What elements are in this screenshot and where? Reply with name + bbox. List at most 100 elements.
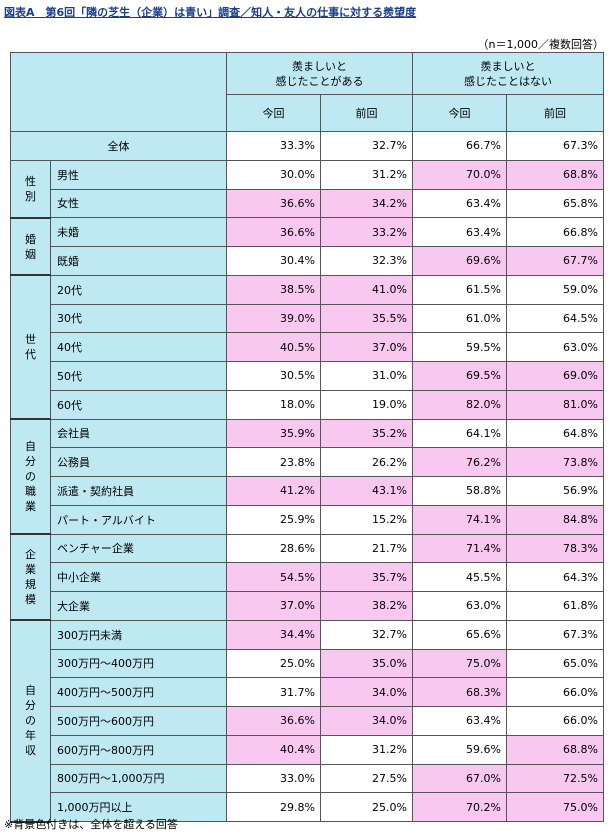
value-cell: 31.2% <box>320 159 413 190</box>
value-cell: 69.0% <box>506 361 604 391</box>
value-cell: 78.3% <box>506 533 604 564</box>
table-row: 40代 40.5% 37.0% 59.5% 63.0% <box>11 332 604 362</box>
table-row: 400万円～500万円 31.7% 34.0% 68.3% 66.0% <box>11 677 604 707</box>
table-row: 800万円～1,000万円 33.0% 27.5% 67.0% 72.5% <box>11 763 604 794</box>
category-label: 企 業 規 模 <box>10 533 51 622</box>
value-cell: 75.0% <box>412 648 507 679</box>
value-cell: 18.0% <box>226 389 321 420</box>
value-cell: 65.8% <box>506 188 604 219</box>
table-row: 企 業 規 模ベンチャー企業 28.6% 21.7% 71.4% 78.3% <box>10 533 604 622</box>
value-cell: 34.4% <box>226 619 321 650</box>
value-cell: 66.8% <box>506 217 604 247</box>
table-row: 50代 30.5% 31.0% 69.5% 69.0% <box>11 361 604 391</box>
value-cell: 63.0% <box>506 332 604 362</box>
value-cell: 67.3% <box>506 619 604 650</box>
category-label: 自 分 の 職 業 <box>10 418 51 535</box>
header-previous-2: 前回 <box>506 94 604 132</box>
value-cell: 76.2% <box>412 447 507 477</box>
row-label: 20代 <box>50 274 227 305</box>
value-cell: 45.5% <box>412 562 507 592</box>
value-cell: 30.4% <box>226 246 321 276</box>
header-corner <box>10 52 227 132</box>
value-cell: 26.2% <box>320 447 413 477</box>
table-title: 図表A 第6回「隣の芝生（企業）は青い」調査／知人・友人の仕事に対する羨望度 <box>4 6 417 19</box>
value-cell: 61.5% <box>412 274 507 305</box>
value-cell: 35.7% <box>320 562 413 592</box>
row-label: 800万円～1,000万円 <box>50 763 227 794</box>
value-cell: 81.0% <box>506 389 604 420</box>
value-cell: 64.5% <box>506 303 604 334</box>
table-row: 性 別男性 30.0% 31.2% 70.0% 68.8% <box>10 159 604 219</box>
value-cell: 31.7% <box>226 677 321 707</box>
header-current-1: 今回 <box>226 94 321 132</box>
row-label: 既婚 <box>50 246 227 276</box>
value-cell: 37.0% <box>320 332 413 362</box>
value-cell: 61.8% <box>506 591 604 621</box>
value-cell: 67.7% <box>506 246 604 276</box>
category-label: 婚 姻 <box>10 217 51 277</box>
row-label: 未婚 <box>50 217 227 247</box>
value-cell: 31.2% <box>320 734 413 765</box>
row-label: ベンチャー企業 <box>50 533 227 564</box>
sample-size-note: （n＝1,000／複数回答） <box>477 38 604 51</box>
value-cell: 36.6% <box>226 217 321 247</box>
value-cell: 19.0% <box>320 389 413 420</box>
value-cell: 70.0% <box>412 159 507 190</box>
value-cell: 59.5% <box>412 332 507 362</box>
value-cell: 41.0% <box>320 274 413 305</box>
value-cell: 28.6% <box>226 533 321 564</box>
row-label: 600万円～800万円 <box>50 734 227 765</box>
value-cell: 30.5% <box>226 361 321 391</box>
value-cell: 70.2% <box>412 792 507 822</box>
value-cell: 66.0% <box>506 677 604 707</box>
value-cell: 32.7% <box>320 619 413 650</box>
category-label: 世 代 <box>10 274 51 420</box>
survey-table: 羨ましいと 感じたことがある 羨ましいと 感じたことはない 今回 前回 今回 前… <box>10 52 604 823</box>
value-cell: 25.9% <box>226 504 321 535</box>
value-cell: 67.3% <box>506 131 604 161</box>
value-cell: 35.2% <box>320 418 413 449</box>
table-row: 既婚 30.4% 32.3% 69.6% 67.7% <box>11 246 604 276</box>
value-cell: 64.1% <box>412 418 507 449</box>
row-label: 400万円～500万円 <box>50 677 227 707</box>
value-cell: 69.5% <box>412 361 507 391</box>
category-label: 自 分 の 年 収 <box>10 619 51 823</box>
value-cell: 40.5% <box>226 332 321 362</box>
value-cell: 35.0% <box>320 648 413 679</box>
value-cell: 35.9% <box>226 418 321 449</box>
table-row: 婚 姻未婚 36.6% 33.2% 63.4% 66.8% <box>10 217 604 277</box>
table-row: 派遣・契約社員 41.2% 43.1% 58.8% 56.9% <box>11 476 604 506</box>
value-cell: 72.5% <box>506 763 604 794</box>
value-cell: 71.4% <box>412 533 507 564</box>
row-label: 40代 <box>50 332 227 362</box>
table-row: 大企業 37.0% 38.2% 63.0% 61.8% <box>11 591 604 621</box>
value-cell: 41.2% <box>226 476 321 506</box>
row-label: 女性 <box>50 188 227 219</box>
table-row: 自 分 の 職 業会社員 35.9% 35.2% 64.1% 64.8% <box>10 418 604 535</box>
row-label: 30代 <box>50 303 227 334</box>
table-row: 60代 18.0% 19.0% 82.0% 81.0% <box>11 389 604 420</box>
value-cell: 66.7% <box>412 131 507 161</box>
table-row: 自 分 の 年 収 300万円未満 34.4% 32.7% 65.6% 67.3% <box>10 619 604 823</box>
value-cell: 56.9% <box>506 476 604 506</box>
value-cell: 64.8% <box>506 418 604 449</box>
value-cell: 21.7% <box>320 533 413 564</box>
value-cell: 68.8% <box>506 159 604 190</box>
header-not-envied: 羨ましいと 感じたことはない <box>412 52 604 95</box>
header-current-2: 今回 <box>412 94 507 132</box>
table-row: 女性 36.6% 34.2% 63.4% 65.8% <box>11 188 604 219</box>
value-cell: 43.1% <box>320 476 413 506</box>
value-cell: 63.4% <box>412 217 507 247</box>
value-cell: 38.2% <box>320 591 413 621</box>
value-cell: 64.3% <box>506 562 604 592</box>
header-envied: 羨ましいと 感じたことがある <box>226 52 413 95</box>
value-cell: 38.5% <box>226 274 321 305</box>
value-cell: 32.7% <box>320 131 413 161</box>
value-cell: 15.2% <box>320 504 413 535</box>
value-cell: 33.2% <box>320 217 413 247</box>
row-label: パート・アルバイト <box>50 504 227 535</box>
value-cell: 25.0% <box>320 792 413 822</box>
value-cell: 33.0% <box>226 763 321 794</box>
row-label: 50代 <box>50 361 227 391</box>
value-cell: 25.0% <box>226 648 321 679</box>
